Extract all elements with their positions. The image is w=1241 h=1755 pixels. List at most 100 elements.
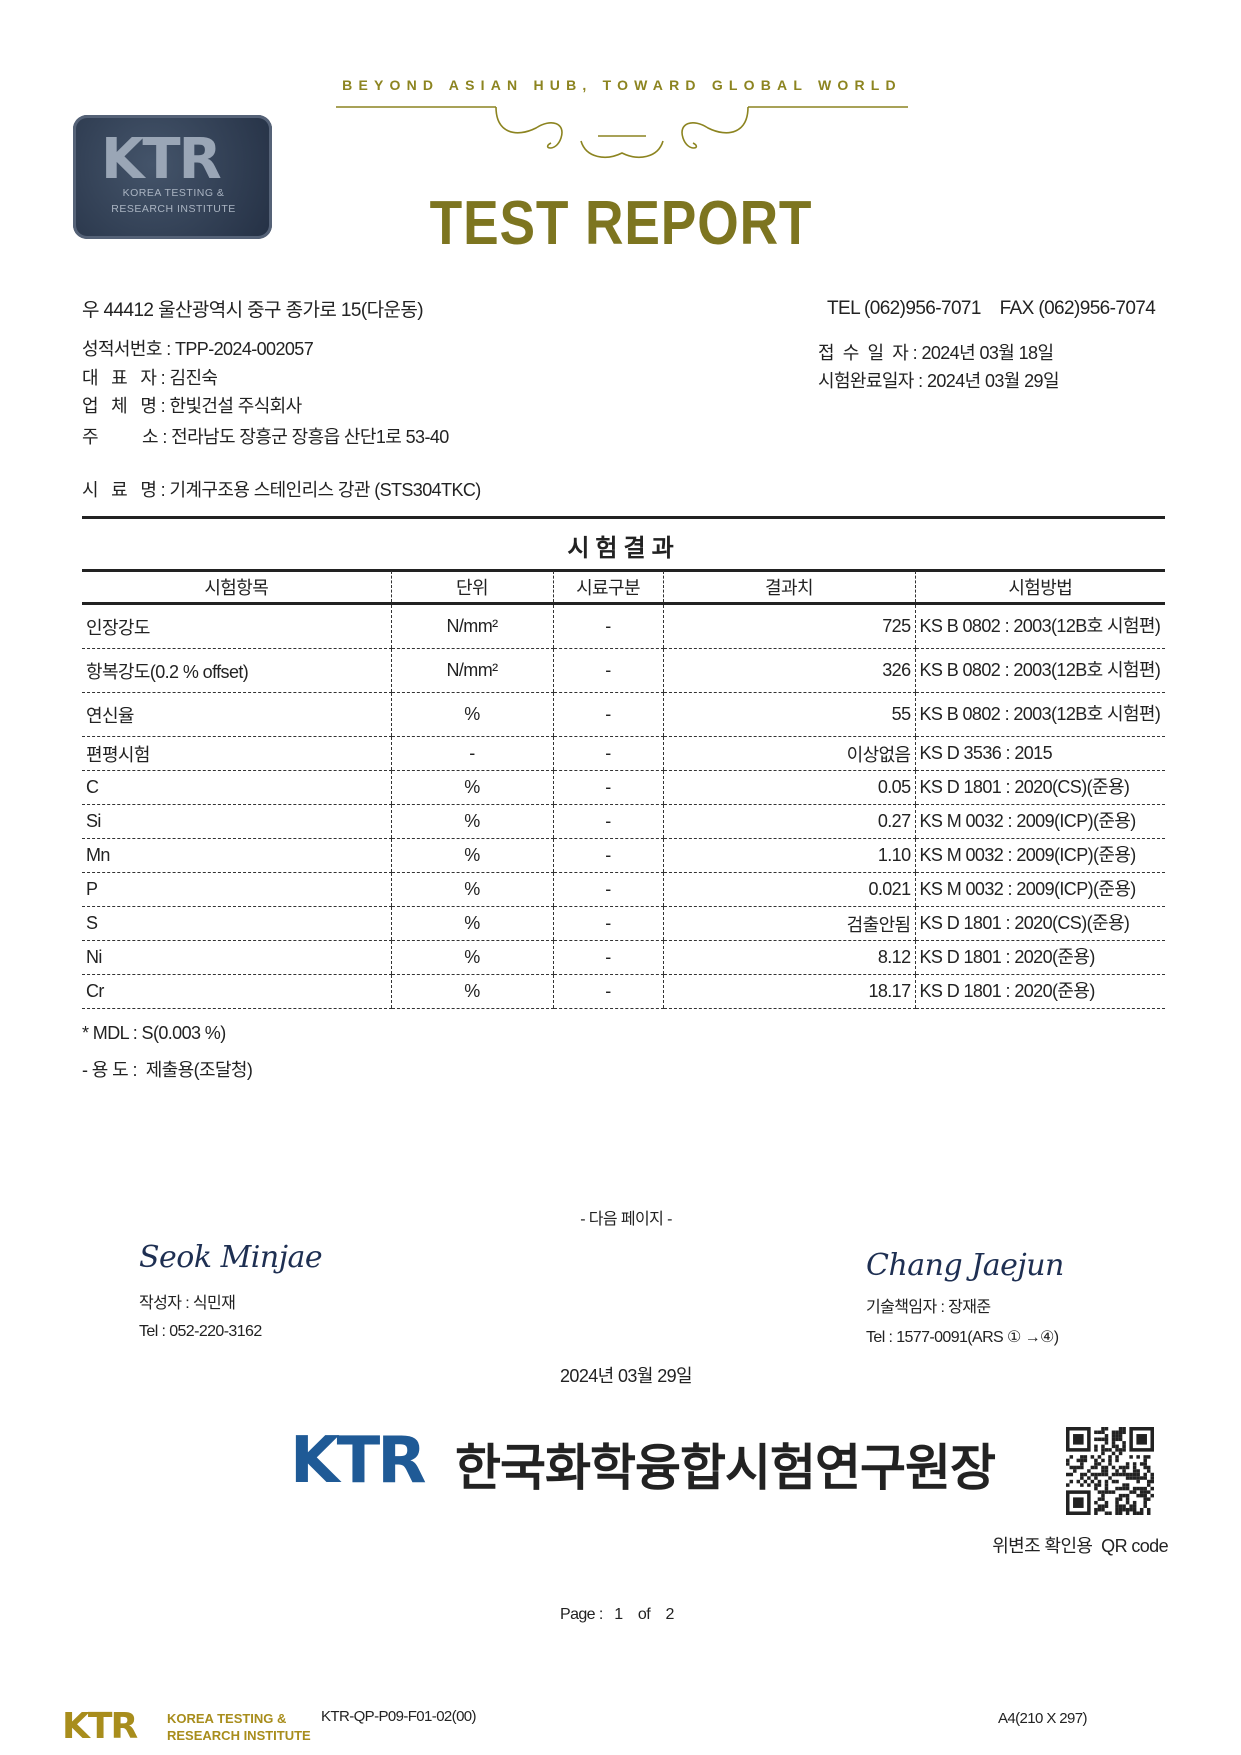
footer-logo-line2: RESEARCH INSTITUTE <box>167 1728 311 1743</box>
report-number: 성적서번호 : TPP-2024-002057 <box>82 339 314 359</box>
cell-method: KS B 0802 : 2003(12B호 시험편) <box>914 692 1165 737</box>
company-name: 업 체 명 : 한빛건설 주식회사 <box>82 396 302 416</box>
cell-sample: - <box>552 648 663 693</box>
table-row: 항복강도(0.2 % offset) N/mm² -326 KS B 0802 : 2… <box>82 648 1165 693</box>
cell-result: 1.10 <box>662 838 915 873</box>
cell-item: 편평시험 <box>82 736 391 771</box>
page-total: 2 <box>665 1606 674 1623</box>
cell-sample: - <box>552 603 663 649</box>
mdl-note: * MDL : S(0.003 %) <box>82 1023 226 1043</box>
cell-item: Si <box>82 804 391 839</box>
cell-method: KS D 1801 : 2020(준용) <box>914 940 1165 975</box>
cell-unit: - <box>390 736 553 771</box>
cell-result: 이상없음 <box>662 736 915 771</box>
cell-sample: - <box>552 838 663 873</box>
cell-method: KS B 0802 : 2003(12B호 시험편) <box>914 648 1165 693</box>
footer-logo-line1: KOREA TESTING & <box>167 1711 287 1726</box>
results-title: 시험결과 <box>567 535 680 562</box>
cell-method: KS M 0032 : 2009(ICP)(준용) <box>914 872 1165 907</box>
cell-unit: % <box>390 906 553 941</box>
col-header-unit: 단위 <box>390 571 553 605</box>
cell-unit: N/mm² <box>390 648 553 693</box>
cell-result: 725 <box>662 603 915 649</box>
cell-result: 326 <box>662 648 915 693</box>
cell-result: 검출안됨 <box>662 906 915 941</box>
page-current: 1 <box>614 1606 623 1623</box>
company-address: 주 소 : 전라남도 장흥군 장흥읍 산단1로 53-40 <box>82 427 449 447</box>
next-page-note: - 다음 페이지 - <box>580 1211 672 1228</box>
cell-result: 18.17 <box>662 974 915 1009</box>
table-row: 연신율% -55 KS B 0802 : 2003(12B호 시험편) <box>82 692 1165 737</box>
cell-result: 8.12 <box>662 940 915 975</box>
page-of: of <box>637 1606 651 1623</box>
results-table: 시험항목 단위 시료구분 결과치 시험방법 인장강도 N/mm² -725 KS B … <box>82 571 1165 1009</box>
cell-unit: % <box>390 974 553 1009</box>
table-row: Ni% -8.12 KS D 1801 : 2020(준용) <box>82 940 1165 975</box>
cell-method: KS M 0032 : 2009(ICP)(준용) <box>914 804 1165 839</box>
ornament-divider <box>336 106 908 159</box>
qr-caption: 위변조 확인용 QR code <box>992 1536 1168 1556</box>
author-tel: Tel : 052-220-3162 <box>139 1323 262 1340</box>
cell-item: C <box>82 770 391 805</box>
table-header-row: 시험항목 단위 시료구분 결과치 시험방법 <box>82 571 1165 605</box>
manager-tel: Tel : 1577-0091(ARS ① →④) <box>866 1329 1059 1346</box>
lab-tel-fax: TEL (062)956-7071 FAX (062)956-7074 <box>827 298 1156 319</box>
table-row: 인장강도 N/mm² -725 KS B 0802 : 2003(12B호 시험편) <box>82 603 1165 649</box>
footer-logo-text: KOREA TESTING & RESEARCH INSTITUTE <box>167 1710 311 1744</box>
ktr-logo: KTR <box>290 1424 427 1498</box>
cell-unit: % <box>390 872 553 907</box>
cell-method: KS M 0032 : 2009(ICP)(준용) <box>914 838 1165 873</box>
cell-method: KS D 3536 : 2015 <box>914 736 1165 771</box>
cell-sample: - <box>552 736 663 771</box>
cell-unit: % <box>390 692 553 737</box>
page-indicator: Page : 1 of 2 <box>560 1606 674 1624</box>
col-header-result: 결과치 <box>662 571 915 605</box>
table-row: Cr% -18.17 KS D 1801 : 2020(준용) <box>82 974 1165 1009</box>
table-row: S% - 검출안됨 KS D 1801 : 2020(CS)(준용) <box>82 906 1165 941</box>
cell-item: Ni <box>82 940 391 975</box>
page-label: Page : <box>560 1606 603 1623</box>
ktr-seal-logo: KTR KOREA TESTING & RESEARCH INSTITUTE <box>73 115 272 239</box>
col-header-item: 시험항목 <box>82 571 391 605</box>
slogan: BEYOND ASIAN HUB, TOWARD GLOBAL WORLD <box>342 77 902 93</box>
sample-name: 시 료 명 : 기계구조용 스테인리스 강관 (STS304TKC) <box>82 480 481 500</box>
cell-sample: - <box>552 940 663 975</box>
cell-unit: % <box>390 804 553 839</box>
cell-result: 55 <box>662 692 915 737</box>
received-date: 접 수 일 자 : 2024년 03월 18일 <box>818 343 1054 363</box>
page-title: TEST REPORT <box>429 189 813 258</box>
cell-item: Mn <box>82 838 391 873</box>
form-code: KTR-QP-P09-F01-02(00) <box>321 1708 477 1725</box>
cell-sample: - <box>552 974 663 1009</box>
author: 작성자 : 식민재 <box>139 1295 236 1312</box>
cell-sample: - <box>552 804 663 839</box>
cell-item: P <box>82 872 391 907</box>
divider <box>82 569 1165 572</box>
table-row: 편평시험 - - 이상없음 KS D 3536 : 2015 <box>82 736 1165 771</box>
cell-unit: % <box>390 838 553 873</box>
cell-method: KS D 1801 : 2020(CS)(준용) <box>914 906 1165 941</box>
cell-method: KS D 1801 : 2020(CS)(준용) <box>914 770 1165 805</box>
paper-size: A4(210 X 297) <box>998 1710 1088 1727</box>
table-row: P% -0.021 KS M 0032 : 2009(ICP)(준용) <box>82 872 1165 907</box>
qr-code[interactable] <box>1066 1427 1154 1515</box>
cell-unit: N/mm² <box>390 603 553 649</box>
col-header-sample: 시료구분 <box>552 571 663 605</box>
author-signature: Seok Minjae <box>139 1240 323 1275</box>
completed-date: 시험완료일자 : 2024년 03월 29일 <box>818 371 1060 391</box>
divider <box>82 516 1165 519</box>
issuer-name: 한국화학융합시험연구원장 <box>455 1439 996 1497</box>
lab-address: 우 44412 울산광역시 중구 종가로 15(다운동) <box>82 300 424 321</box>
cell-item: S <box>82 906 391 941</box>
footer-ktr-logo: KTR <box>62 1706 138 1747</box>
cell-sample: - <box>552 770 663 805</box>
table-row: Si% -0.27 KS M 0032 : 2009(ICP)(준용) <box>82 804 1165 839</box>
seal-line2: RESEARCH INSTITUTE <box>111 203 236 215</box>
technical-manager: 기술책임자 : 장재준 <box>866 1299 991 1316</box>
cell-sample: - <box>552 906 663 941</box>
cell-result: 0.05 <box>662 770 915 805</box>
cell-result: 0.021 <box>662 872 915 907</box>
cell-method: KS D 1801 : 2020(준용) <box>914 974 1165 1009</box>
cell-item: Cr <box>82 974 391 1009</box>
cell-method: KS B 0802 : 2003(12B호 시험편) <box>914 603 1165 649</box>
